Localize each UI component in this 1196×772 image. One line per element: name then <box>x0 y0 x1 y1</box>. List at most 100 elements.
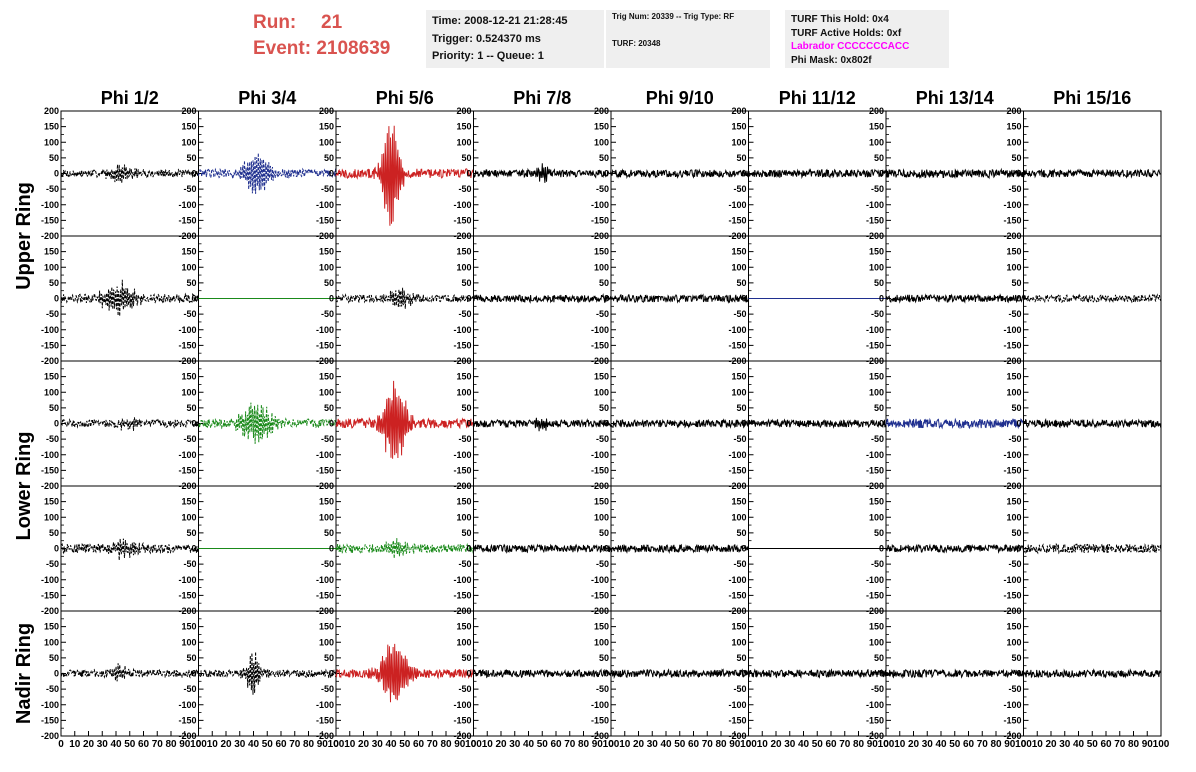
x-tick-label: 20 <box>1045 739 1057 750</box>
x-tick-label: 60 <box>550 739 562 750</box>
y-tick-label: 0 <box>741 294 746 304</box>
y-tick-label: 150 <box>594 247 609 257</box>
y-tick-label: -100 <box>178 575 196 585</box>
y-tick-label: 100 <box>869 512 884 522</box>
x-tick-label: 80 <box>990 739 1002 750</box>
x-tick-label: 40 <box>1073 739 1085 750</box>
x-tick-label: 10 <box>207 739 219 750</box>
y-tick-label: 150 <box>1006 122 1021 132</box>
y-tick-label: 50 <box>49 153 59 163</box>
y-tick-label: 50 <box>874 278 884 288</box>
y-tick-label: 100 <box>456 137 471 147</box>
y-tick-label: -50 <box>321 559 334 569</box>
y-tick-label: -50 <box>1008 309 1021 319</box>
y-tick-label: 0 <box>466 294 471 304</box>
x-tick-label: 0 <box>196 739 202 750</box>
y-tick-label: 50 <box>186 278 196 288</box>
x-tick-label: 40 <box>660 739 672 750</box>
y-tick-label: 0 <box>879 169 884 179</box>
column-header: Phi 3/4 <box>238 88 296 108</box>
y-tick-label: -100 <box>728 450 746 460</box>
y-tick-label: 50 <box>186 403 196 413</box>
y-tick-label: -50 <box>46 684 59 694</box>
y-tick-label: -150 <box>728 715 746 725</box>
y-tick-label: -150 <box>1003 340 1021 350</box>
y-tick-label: 100 <box>1006 137 1021 147</box>
y-tick-label: 50 <box>461 528 471 538</box>
labrador-text: Labrador CCCCCCCACC <box>791 41 910 52</box>
x-tick-label: 60 <box>825 739 837 750</box>
y-tick-label: 50 <box>186 653 196 663</box>
x-tick-label: 60 <box>688 739 700 750</box>
y-tick-label: 150 <box>869 497 884 507</box>
y-tick-label: -200 <box>316 731 334 741</box>
x-tick-label: 20 <box>908 739 920 750</box>
x-tick-label: 90 <box>1004 739 1016 750</box>
y-tick-label: 0 <box>466 169 471 179</box>
y-tick-label: 100 <box>181 637 196 647</box>
y-tick-label: 100 <box>181 262 196 272</box>
y-tick-label: -50 <box>183 434 196 444</box>
waveform-trace <box>60 663 199 682</box>
y-tick-label: 100 <box>181 512 196 522</box>
y-tick-label: 100 <box>869 137 884 147</box>
y-tick-label: 50 <box>736 278 746 288</box>
x-tick-label: 40 <box>935 739 947 750</box>
y-tick-label: 50 <box>49 528 59 538</box>
y-tick-label: 50 <box>874 403 884 413</box>
y-tick-label: -150 <box>1003 215 1021 225</box>
y-tick-label: -50 <box>596 559 609 569</box>
y-tick-label: -200 <box>591 731 609 741</box>
y-tick-label: -150 <box>866 590 884 600</box>
y-tick-label: -100 <box>178 450 196 460</box>
x-tick-label: 100 <box>190 739 207 750</box>
y-tick-label: 50 <box>324 153 334 163</box>
y-tick-label: -100 <box>728 700 746 710</box>
x-tick-label: 40 <box>248 739 260 750</box>
y-tick-label: -100 <box>591 700 609 710</box>
y-tick-label: 100 <box>1006 387 1021 397</box>
y-tick-label: 0 <box>1016 294 1021 304</box>
waveform-trace <box>1023 668 1162 679</box>
x-tick-label: 10 <box>757 739 769 750</box>
x-tick-label: 70 <box>839 739 851 750</box>
x-tick-label: 100 <box>1015 739 1032 750</box>
y-tick-label: -50 <box>183 684 196 694</box>
waveform-trace <box>198 402 337 444</box>
waveform-trace <box>610 293 749 304</box>
y-tick-label: 200 <box>44 106 59 116</box>
y-tick-label: -100 <box>453 575 471 585</box>
y-tick-label: -100 <box>591 450 609 460</box>
waveform-trace <box>60 279 199 317</box>
y-tick-label: -150 <box>591 215 609 225</box>
x-tick-label: 10 <box>344 739 356 750</box>
y-tick-label: -200 <box>728 731 746 741</box>
x-tick-label: 100 <box>1153 739 1170 750</box>
y-tick-label: 0 <box>879 669 884 679</box>
y-tick-label: 0 <box>741 544 746 554</box>
x-tick-label: 20 <box>83 739 95 750</box>
y-tick-label: 0 <box>604 169 609 179</box>
y-tick-label: -50 <box>871 559 884 569</box>
x-tick-label: 70 <box>977 739 989 750</box>
y-tick-label: 50 <box>461 278 471 288</box>
y-tick-label: 0 <box>604 294 609 304</box>
y-tick-label: 50 <box>874 653 884 663</box>
y-tick-label: 0 <box>879 419 884 429</box>
y-tick-label: 150 <box>319 497 334 507</box>
y-tick-label: 150 <box>44 122 59 132</box>
y-tick-label: -100 <box>1003 450 1021 460</box>
y-tick-label: -50 <box>733 559 746 569</box>
y-tick-label: -50 <box>321 184 334 194</box>
x-tick-label: 0 <box>471 739 477 750</box>
x-tick-label: 0 <box>608 739 614 750</box>
x-tick-label: 10 <box>619 739 631 750</box>
y-tick-label: 150 <box>869 247 884 257</box>
y-tick-label: 0 <box>741 419 746 429</box>
x-tick-label: 30 <box>509 739 521 750</box>
y-tick-label: -150 <box>1003 590 1021 600</box>
y-tick-label: 150 <box>456 247 471 257</box>
y-tick-label: 50 <box>874 153 884 163</box>
y-tick-label: 50 <box>324 528 334 538</box>
y-tick-label: -150 <box>178 215 196 225</box>
